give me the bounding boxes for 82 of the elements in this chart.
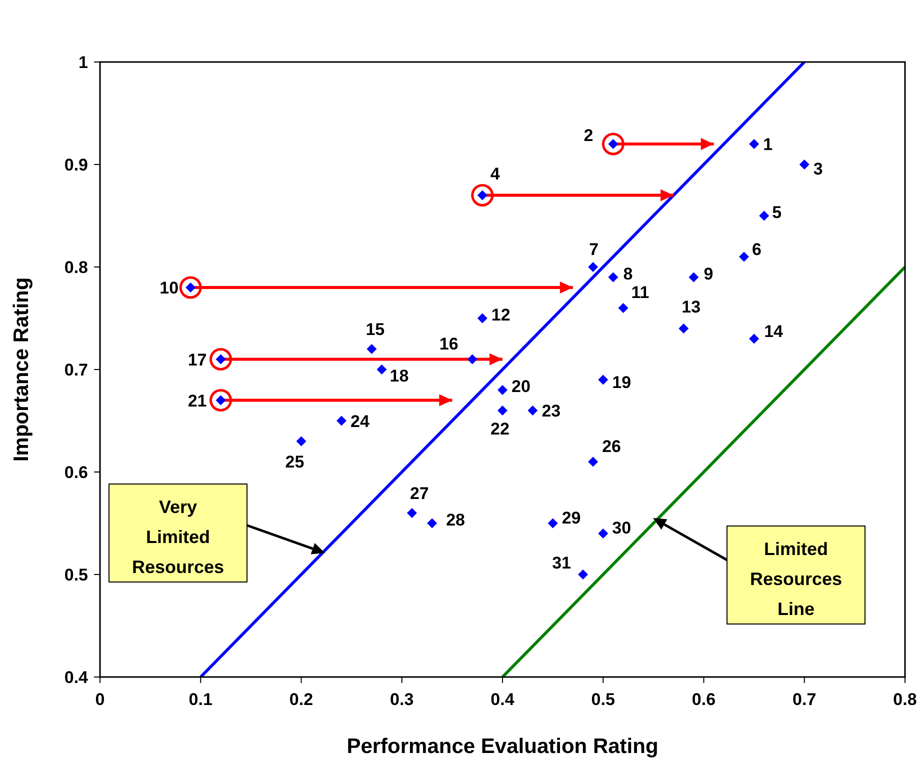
annotation: Very Limited Resources (132, 497, 224, 577)
annotation: 26 (602, 436, 621, 456)
point (467, 354, 478, 364)
annotation: 3 (813, 160, 823, 178)
point (548, 518, 558, 528)
point (296, 436, 306, 446)
point (336, 416, 346, 426)
point (376, 364, 387, 374)
x-tick-label: 0.3 (390, 690, 414, 709)
y-tick-label: 0.8 (64, 258, 88, 277)
y-axis-title: Importance Rating (10, 277, 33, 462)
annotation: 6 (752, 240, 762, 259)
annotation: 5 (772, 202, 782, 222)
annotation: 21 (188, 391, 207, 410)
y-tick-label: 0.5 (64, 566, 88, 584)
point (598, 528, 608, 538)
point (477, 313, 488, 324)
y-tick-label: 0.4 (64, 668, 89, 687)
point (498, 385, 508, 395)
y-tick-label: 0.7 (64, 360, 88, 380)
y-tick-label: 1 (78, 53, 88, 72)
point (799, 160, 810, 170)
y-tick-label: 0.9 (64, 156, 88, 174)
annotation: 27 (410, 484, 429, 503)
point (688, 272, 699, 282)
point (210, 348, 232, 370)
annotation: 20 (512, 377, 530, 396)
point (739, 252, 749, 262)
x-tick-label: 0.7 (792, 690, 816, 709)
point (602, 132, 624, 156)
x-tick-label: 0.6 (692, 690, 716, 709)
annotation: 10 (160, 278, 179, 298)
point (406, 508, 417, 518)
x-tick-label: 0.5 (591, 690, 615, 709)
annotation: 2 (584, 126, 594, 145)
annotation: 9 (704, 264, 714, 284)
point (528, 406, 538, 416)
point (749, 334, 760, 344)
annotation: 28 (446, 510, 465, 530)
point (608, 272, 618, 282)
x-tick-label: 0.2 (289, 690, 314, 709)
annotation: Limited Resources Line (750, 539, 842, 619)
annotation: 29 (562, 508, 581, 528)
point (498, 406, 508, 416)
annotation: 7 (589, 240, 599, 259)
x-tick-label: 0.8 (893, 690, 917, 709)
y-tick-label: 0.6 (64, 463, 88, 482)
annotation: 18 (390, 366, 409, 386)
point (618, 303, 628, 313)
point (749, 139, 760, 149)
annotation: 22 (490, 420, 510, 438)
annotation: 24 (350, 412, 370, 431)
annotation: 8 (623, 264, 633, 284)
point (578, 570, 588, 580)
point (678, 324, 689, 334)
point (210, 389, 232, 412)
x-tick-label: 0.4 (490, 690, 515, 709)
point (471, 184, 494, 206)
annotation: 30 (612, 518, 632, 538)
point (179, 276, 202, 299)
annotation: 31 (552, 554, 571, 572)
annotation: 17 (188, 350, 207, 370)
annotation: 4 (490, 164, 500, 184)
x-tick-label: 0.1 (188, 690, 212, 709)
annotation: 12 (491, 305, 510, 324)
annotation: 13 (682, 298, 701, 316)
annotation: 15 (366, 320, 385, 339)
point (588, 456, 598, 467)
point (598, 374, 608, 385)
annotation: 14 (764, 322, 784, 341)
annotation: 23 (542, 402, 561, 420)
annotation: 11 (631, 283, 650, 302)
point (427, 518, 438, 528)
point (366, 344, 377, 354)
annotation: 1 (763, 135, 773, 154)
point (588, 262, 598, 272)
x-tick-label: 0 (95, 690, 105, 709)
annotation: 19 (612, 372, 632, 392)
annotation: 16 (439, 334, 458, 354)
x-axis-title: Performance Evaluation Rating (346, 735, 658, 758)
point (759, 210, 770, 221)
annotation: 25 (285, 452, 304, 472)
